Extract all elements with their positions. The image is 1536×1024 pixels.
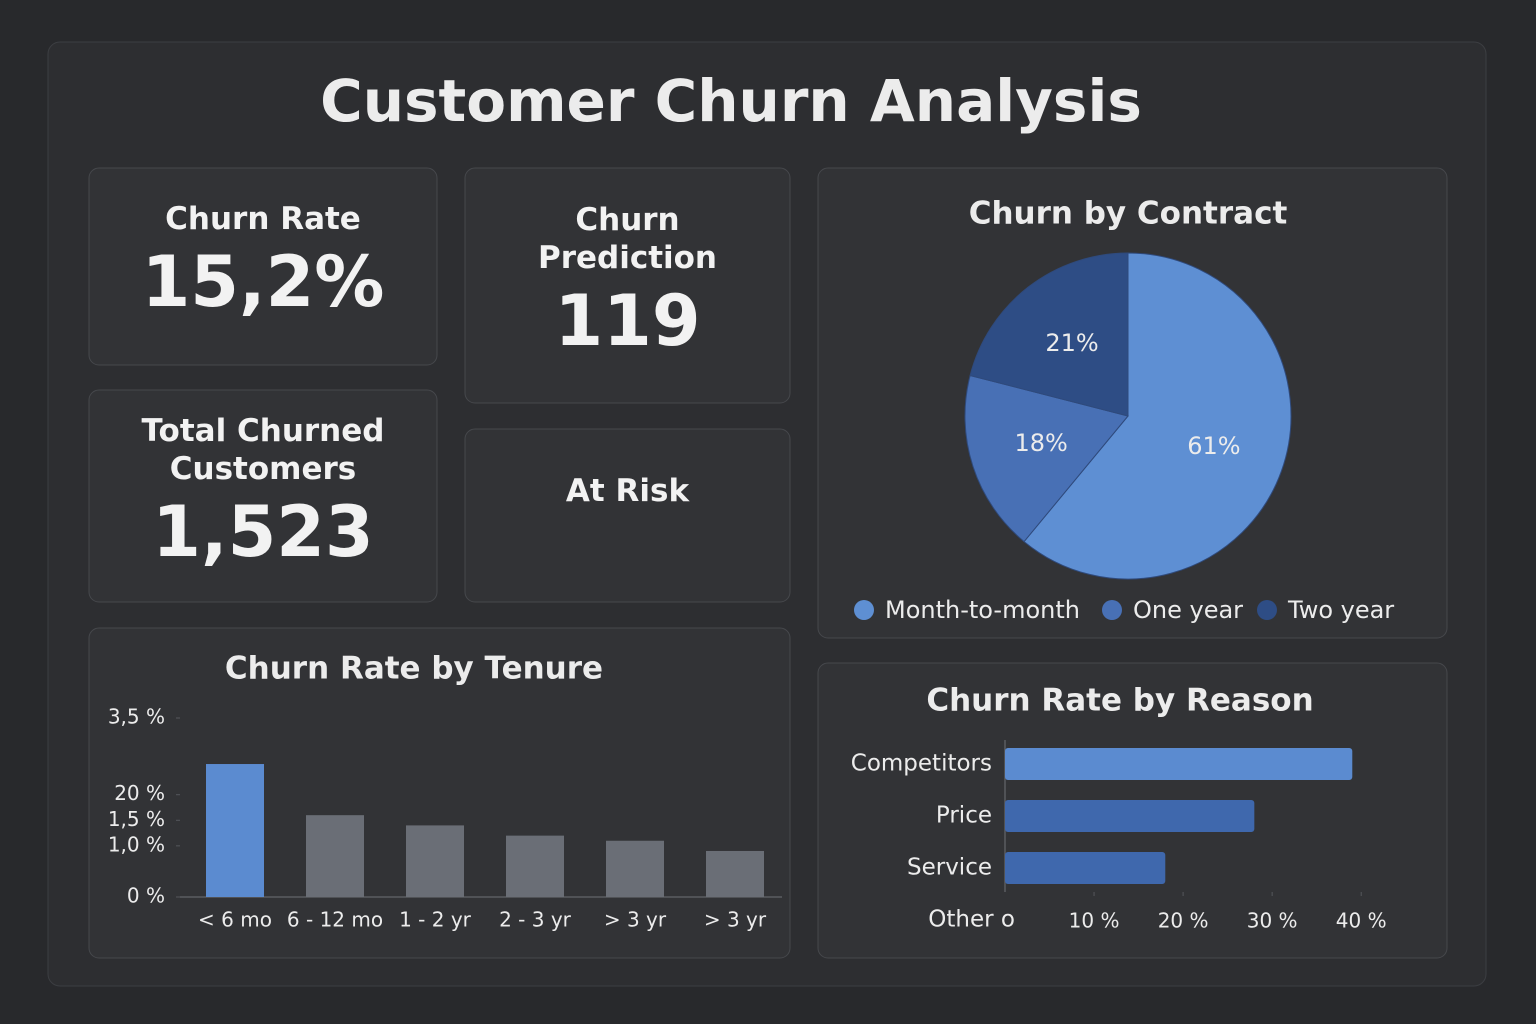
legend-swatch bbox=[1102, 600, 1122, 620]
legend-label: Month-to-month bbox=[885, 596, 1080, 624]
x-tick-label: > 3 yr bbox=[604, 908, 667, 932]
x-tick-label: 40 % bbox=[1336, 909, 1387, 933]
x-tick-label: 20 % bbox=[1158, 909, 1209, 933]
bar bbox=[606, 840, 664, 897]
legend-swatch bbox=[1257, 600, 1277, 620]
bar bbox=[506, 835, 564, 897]
chart-title: Churn Rate by Reason bbox=[926, 683, 1313, 719]
dashboard-title: Customer Churn Analysis bbox=[320, 67, 1142, 135]
kpi-card: At Risk bbox=[465, 472, 790, 510]
x-tick-label: > 3 yr bbox=[704, 908, 767, 932]
x-tick-label: 1 - 2 yr bbox=[399, 908, 472, 932]
x-tick-label: 30 % bbox=[1247, 909, 1298, 933]
legend-swatch bbox=[854, 600, 874, 620]
pie-slice bbox=[964, 374, 1129, 543]
kpi-card: Churn Prediction 119 bbox=[465, 201, 790, 361]
bar bbox=[1005, 800, 1255, 832]
chart-title: Churn Rate by Tenure bbox=[225, 651, 603, 687]
x-tick-label: 10 % bbox=[1069, 909, 1120, 933]
x-tick-label: 6 - 12 mo bbox=[287, 908, 383, 932]
legend-label: Two year bbox=[1287, 596, 1394, 624]
legend-label: One year bbox=[1133, 596, 1243, 624]
bar bbox=[706, 850, 764, 897]
chart-title: Churn by Contract bbox=[969, 196, 1288, 232]
bar bbox=[306, 815, 364, 897]
y-tick-label: 1,5 % bbox=[108, 807, 165, 831]
y-tick-label: Competitors bbox=[851, 751, 992, 777]
kpi-value: 1,523 bbox=[152, 491, 374, 573]
pie-slice bbox=[969, 252, 1129, 417]
y-tick-label: Other o bbox=[928, 907, 1015, 933]
data-label: 18% bbox=[1015, 429, 1068, 457]
kpi-label: At Risk bbox=[565, 473, 690, 509]
kpi-card: Total Churned Customers 1,523 bbox=[89, 412, 437, 572]
data-label: 21% bbox=[1045, 329, 1098, 357]
pie-slice bbox=[1023, 252, 1292, 580]
x-tick-label: 2 - 3 yr bbox=[499, 908, 572, 932]
card bbox=[88, 389, 438, 603]
y-tick-label: Price bbox=[936, 803, 992, 829]
kpi-label: Churn Rate bbox=[165, 201, 361, 237]
y-tick-label: 1,0 % bbox=[108, 832, 165, 856]
bar bbox=[1005, 748, 1353, 780]
kpi-value: 15,2% bbox=[141, 241, 385, 323]
data-label: 61% bbox=[1187, 432, 1240, 460]
y-tick-label: 3,5 % bbox=[108, 705, 165, 729]
card bbox=[464, 428, 791, 603]
y-tick-label: 20 % bbox=[114, 781, 165, 805]
x-tick-label: < 6 mo bbox=[198, 908, 272, 932]
kpi-value: 119 bbox=[554, 280, 701, 362]
card bbox=[88, 167, 438, 366]
kpi-card: Churn Rate 15,2% bbox=[89, 200, 437, 322]
card bbox=[464, 167, 791, 404]
bar bbox=[1005, 852, 1166, 884]
kpi-label: Total Churned Customers bbox=[141, 413, 385, 487]
bar bbox=[406, 825, 464, 897]
kpi-label: Churn Prediction bbox=[537, 202, 718, 276]
y-tick-label: 0 % bbox=[127, 884, 165, 908]
bar bbox=[206, 764, 264, 897]
y-tick-label: Service bbox=[907, 855, 992, 881]
